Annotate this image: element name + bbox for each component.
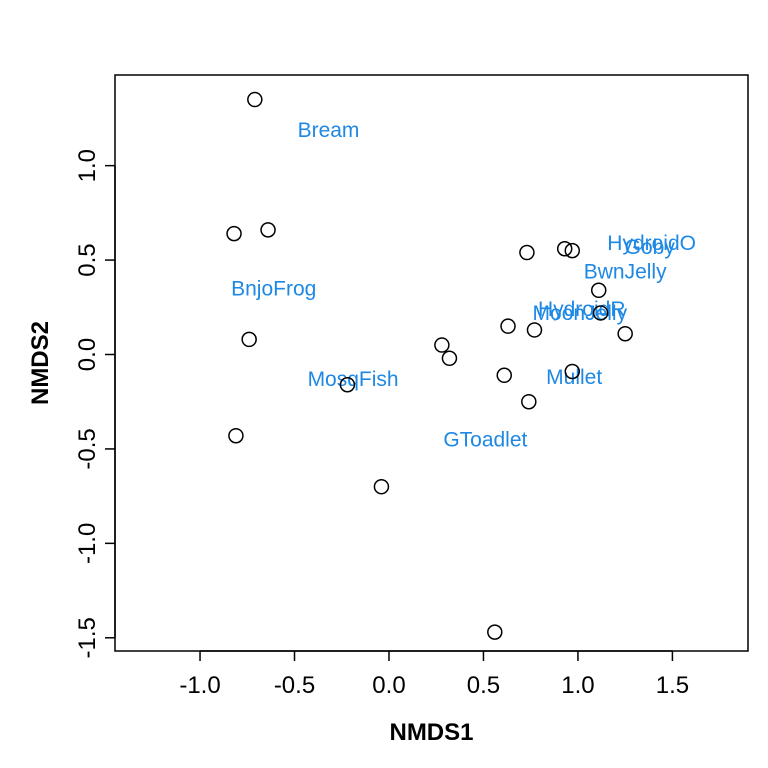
site-point — [556, 240, 573, 257]
x-tick-label: 1.0 — [561, 672, 594, 699]
site-points — [226, 91, 633, 640]
site-point — [226, 225, 242, 242]
x-tick-label: -1.0 — [179, 672, 220, 699]
site-point — [247, 91, 263, 108]
y-tick-label: -1.0 — [74, 523, 101, 564]
site-point — [521, 393, 537, 410]
site-point — [487, 624, 503, 640]
x-tick-label: 0.5 — [467, 672, 500, 699]
site-point — [592, 305, 609, 321]
species-label: BnjoFrog — [231, 277, 316, 300]
site-point — [260, 222, 276, 238]
x-axis-title: NMDS1 — [389, 719, 473, 746]
site-point — [441, 350, 458, 367]
species-label: BwnJelly — [584, 260, 667, 283]
y-tick-label: 0.0 — [74, 338, 101, 371]
species-label: Goby — [625, 236, 676, 259]
site-point — [617, 325, 633, 342]
site-point — [564, 363, 581, 380]
y-tick-label: 1.0 — [74, 149, 101, 182]
y-tick-label: -0.5 — [74, 428, 101, 469]
site-point — [228, 427, 244, 444]
species-label: GToadlet — [443, 428, 527, 451]
y-tick-label: -1.5 — [74, 617, 101, 658]
site-point — [564, 242, 581, 259]
y-tick-label: 0.5 — [74, 243, 101, 276]
site-point — [496, 367, 512, 384]
site-point — [526, 322, 543, 338]
site-point — [500, 318, 516, 334]
species-label: Bream — [298, 119, 360, 142]
x-tick-label: 1.5 — [656, 672, 689, 699]
site-point — [241, 331, 257, 348]
site-point — [519, 244, 535, 261]
species-label: HydroidO — [607, 232, 696, 255]
x-tick-label: -0.5 — [274, 672, 315, 699]
site-point — [434, 337, 450, 353]
species-label: MoonJelly — [533, 302, 628, 325]
site-point — [590, 282, 607, 299]
site-point — [339, 376, 356, 393]
species-labels: BreamBnjoFrogMosqFishGToadletMulletHydro… — [231, 119, 696, 452]
site-point — [373, 478, 390, 495]
species-label: HydroidR — [538, 298, 626, 321]
x-axis: -1.0 -0.5 0.0 0.5 1.0 1.5 — [179, 650, 689, 699]
y-axis-title: NMDS2 — [27, 321, 54, 405]
y-axis: -1.5 -1.0 -0.5 0.0 0.5 1.0 — [74, 149, 116, 658]
x-tick-label: 0.0 — [372, 672, 405, 699]
